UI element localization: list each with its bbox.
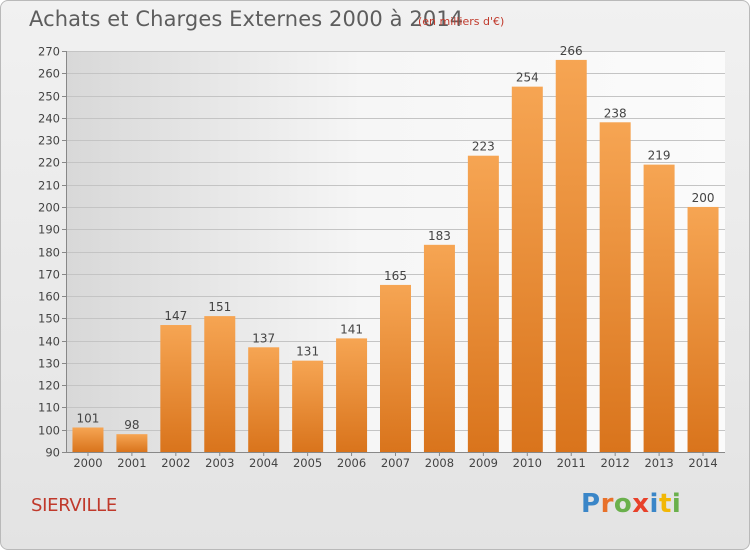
x-tick-label: 2003 <box>205 456 234 470</box>
bar <box>116 434 148 452</box>
logo-letter: t <box>658 489 672 519</box>
x-tick-label: 2002 <box>161 456 190 470</box>
value-label: 238 <box>604 106 627 120</box>
y-tick-label: 200 <box>38 201 60 215</box>
bar <box>248 347 280 452</box>
y-tick-label: 170 <box>38 268 60 282</box>
logo-letter: i <box>671 489 682 519</box>
logo-letter: x <box>632 489 650 519</box>
bar <box>599 122 631 453</box>
x-tick-label: 2010 <box>513 456 542 470</box>
bar <box>204 316 236 452</box>
y-tick-label: 120 <box>38 379 60 393</box>
x-tick-label: 2006 <box>337 456 366 470</box>
y-tick-label: 160 <box>38 290 60 304</box>
x-tick-label: 2007 <box>381 456 410 470</box>
bar <box>380 284 411 452</box>
proxiti-logo[interactable]: Proxiti <box>581 489 681 519</box>
value-label: 200 <box>692 191 715 205</box>
x-tick-label: 2008 <box>425 456 454 470</box>
x-tick-label: 2004 <box>249 456 278 470</box>
x-tick-label: 2013 <box>644 456 673 470</box>
y-tick-label: 110 <box>38 401 60 415</box>
value-label: 183 <box>428 229 451 243</box>
bar <box>336 338 368 452</box>
y-tick-label: 230 <box>38 134 60 148</box>
bar <box>643 164 675 452</box>
y-tick-label: 210 <box>38 179 60 193</box>
y-tick-label: 180 <box>38 246 60 260</box>
y-tick-label: 150 <box>38 312 60 326</box>
bar <box>511 86 543 453</box>
value-label: 254 <box>516 71 539 85</box>
bar <box>160 325 192 452</box>
x-tick-label: 2012 <box>601 456 630 470</box>
x-tick-label: 2000 <box>73 456 102 470</box>
bar <box>72 427 104 452</box>
bar <box>467 155 499 452</box>
y-tick-label: 100 <box>38 424 60 438</box>
city-name: SIERVILLE <box>31 495 117 516</box>
value-label: 141 <box>340 322 363 336</box>
value-label: 266 <box>560 44 583 58</box>
value-label: 147 <box>164 309 187 323</box>
bar <box>555 59 587 453</box>
logo-letter: i <box>649 489 659 519</box>
value-label: 101 <box>77 411 100 425</box>
x-tick-label: 2009 <box>469 456 498 470</box>
chart-title: Achats et Charges Externes 2000 à 2014 <box>29 7 464 31</box>
bar <box>423 244 455 452</box>
value-label: 223 <box>472 140 495 154</box>
x-tick-label: 2011 <box>557 456 586 470</box>
value-label: 165 <box>384 269 407 283</box>
x-tick-label: 2014 <box>688 456 717 470</box>
x-tick-label: 2005 <box>293 456 322 470</box>
value-label: 131 <box>296 345 319 359</box>
y-tick-label: 90 <box>45 446 60 460</box>
x-tick-label: 2001 <box>117 456 146 470</box>
y-tick-label: 220 <box>38 156 60 170</box>
y-tick-label: 260 <box>38 67 60 81</box>
unit-note: (en milliers d'€) <box>418 15 505 28</box>
value-label: 151 <box>208 300 231 314</box>
bar <box>687 206 719 452</box>
y-tick-label: 250 <box>38 90 60 104</box>
y-tick-label: 270 <box>38 45 60 59</box>
logo-letter: o <box>613 489 633 519</box>
value-label: 98 <box>124 418 139 432</box>
logo-letter: r <box>600 489 614 519</box>
logo-letter: P <box>581 489 601 519</box>
y-tick-label: 190 <box>38 223 60 237</box>
y-tick-label: 240 <box>38 112 60 126</box>
y-tick-label: 130 <box>38 357 60 371</box>
value-label: 219 <box>648 149 671 163</box>
bar <box>292 360 324 452</box>
y-tick-label: 140 <box>38 335 60 349</box>
value-label: 137 <box>252 331 275 345</box>
